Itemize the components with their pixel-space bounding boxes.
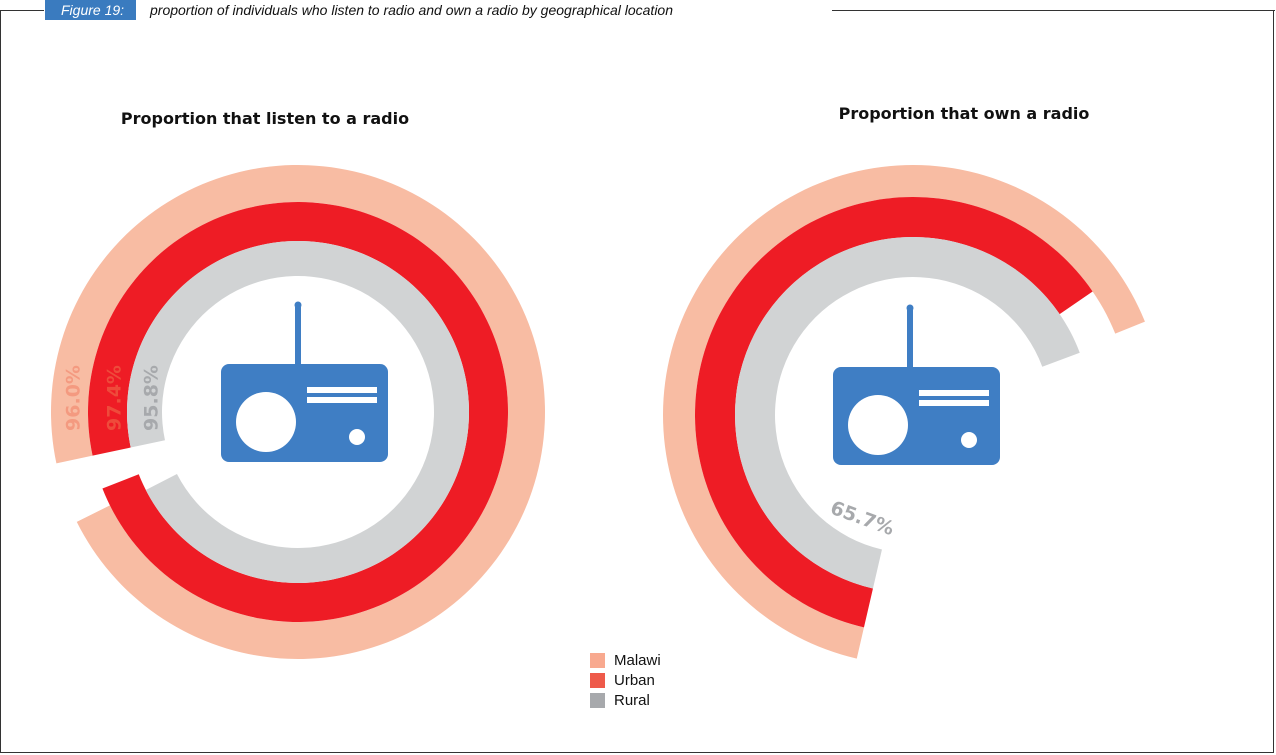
figure-frame — [0, 10, 1274, 753]
legend-item-malawi: Malawi — [590, 650, 661, 670]
legend-swatch-urban — [590, 672, 605, 688]
frame-top-line-left — [0, 10, 44, 11]
legend-swatch-malawi — [590, 652, 605, 668]
radio-antenna-tip-listen — [294, 301, 302, 309]
chart-title-listen: Proportion that listen to a radio — [121, 109, 409, 128]
value-label-rural-listen: 95.8% — [141, 365, 163, 431]
radio-knob-own — [961, 432, 977, 448]
legend-label-malawi: Malawi — [614, 651, 661, 669]
value-label-malawi-listen: 96.0% — [63, 365, 85, 431]
legend-label-rural: Rural — [614, 691, 650, 709]
radio-dial-bottom-listen — [307, 397, 377, 403]
radio-dial-top-own — [919, 390, 989, 396]
radial-chart-own: 65.3%61.8%65.7% — [662, 165, 1145, 659]
radio-speaker-own — [848, 395, 908, 455]
radio-antenna-listen — [295, 307, 301, 367]
figure-number: Figure 19: — [45, 0, 137, 20]
legend-swatch-rural — [590, 692, 605, 708]
radio-dial-bottom-own — [919, 400, 989, 406]
radio-dial-top-listen — [307, 387, 377, 393]
radio-dial-marker-own — [968, 396, 970, 400]
legend: Malawi Urban Rural — [590, 650, 661, 710]
figure-caption: proportion of individuals who listen to … — [150, 2, 673, 18]
value-label-urban-listen: 97.4% — [104, 365, 126, 431]
chart-title-own: Proportion that own a radio — [839, 104, 1090, 123]
legend-item-rural: Rural — [590, 690, 661, 710]
radio-dial-marker-listen — [356, 393, 358, 397]
frame-top-line-right — [832, 10, 1275, 11]
radio-knob-listen — [349, 429, 365, 445]
radial-chart-listen: 96.0% 97.4% 95.8% — [50, 164, 545, 659]
legend-label-urban: Urban — [614, 671, 655, 689]
legend-item-urban: Urban — [590, 670, 661, 690]
radio-antenna-own — [907, 310, 913, 370]
radio-antenna-tip-own — [906, 304, 914, 312]
radio-speaker-listen — [236, 392, 296, 452]
